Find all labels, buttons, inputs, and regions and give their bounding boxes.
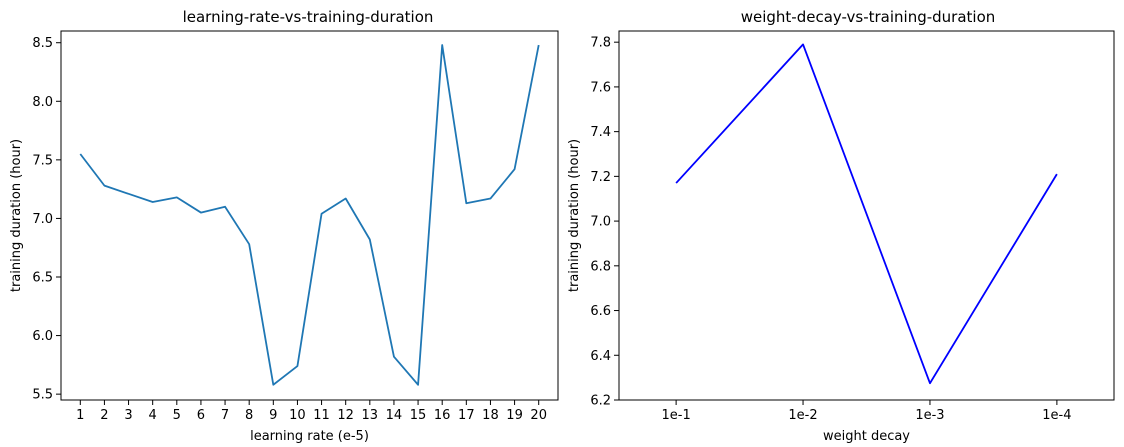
x-axis-label: weight decay	[823, 429, 910, 444]
x-axis: 1e-1 1e-2 1e-3 1e-4	[661, 400, 1072, 423]
chart-title: weight-decay-vs-training-duration	[741, 8, 996, 26]
y-axis-label: training duration (hour)	[9, 139, 24, 292]
x-axis-label: learning rate (e-5)	[250, 429, 369, 444]
x-tick-label: 1e-3	[915, 408, 944, 423]
x-tick-label: 15	[410, 408, 427, 423]
series-line	[79, 44, 540, 386]
y-tick-label: 6.8	[590, 259, 611, 274]
x-tick-label: 19	[506, 408, 523, 423]
x-tick-label: 5	[173, 408, 181, 423]
chart-title: learning-rate-vs-training-duration	[183, 8, 434, 26]
y-tick-label: 7.8	[590, 36, 611, 51]
y-tick-label: 6.2	[590, 394, 611, 409]
x-tick-label: 20	[530, 408, 547, 423]
x-tick-label: 2	[100, 408, 108, 423]
y-tick-label: 7.2	[590, 170, 611, 185]
y-tick-label: 7.5	[32, 153, 53, 168]
y-tick-label: 6.5	[32, 271, 53, 286]
x-tick-label: 9	[269, 408, 277, 423]
x-tick-label: 7	[221, 408, 229, 423]
x-tick-label: 11	[313, 408, 330, 423]
y-tick-label: 5.5	[32, 388, 53, 403]
y-tick-label: 7.6	[590, 80, 611, 95]
chart-weight-decay: weight-decay-vs-training-duration 1e-1 1e…	[567, 8, 1115, 444]
y-axis-label: training duration (hour)	[567, 139, 582, 292]
y-tick-label: 6.6	[590, 304, 611, 319]
x-tick-label: 1e-4	[1042, 408, 1071, 423]
x-tick-label: 1e-1	[661, 408, 690, 423]
x-tick-label: 16	[434, 408, 451, 423]
x-tick-label: 6	[197, 408, 205, 423]
y-tick-label: 8.0	[32, 95, 53, 110]
x-tick-label: 17	[458, 408, 475, 423]
x-tick-label: 14	[386, 408, 403, 423]
x-tick-label: 13	[362, 408, 379, 423]
plot-frame	[618, 30, 1115, 401]
x-tick-label: 18	[482, 408, 499, 423]
x-tick-label: 10	[289, 408, 306, 423]
y-tick-label: 7.0	[590, 215, 611, 230]
x-tick-label: 3	[124, 408, 132, 423]
x-axis: 1 2 3 4 5 6 7 8 9 10 11 12 13 14 15 16 17 18 19 20	[76, 400, 547, 423]
x-tick-label: 1	[76, 408, 84, 423]
y-tick-label: 7.0	[32, 212, 53, 227]
y-tick-label: 7.4	[590, 125, 611, 140]
y-tick-label: 6.0	[32, 329, 53, 344]
y-axis: 5.5 6.0 6.5 7.0 7.5 8.0 8.5	[32, 36, 61, 403]
y-axis: 6.2 6.4 6.6 6.8 7.0 7.2 7.4 7.6 7.8	[590, 36, 619, 409]
series-line	[675, 43, 1058, 385]
x-tick-label: 1e-2	[788, 408, 817, 423]
plot-frame	[60, 30, 559, 401]
y-tick-label: 6.4	[590, 349, 611, 364]
x-tick-label: 4	[149, 408, 157, 423]
y-tick-label: 8.5	[32, 36, 53, 51]
x-tick-label: 12	[337, 408, 354, 423]
x-tick-label: 8	[245, 408, 253, 423]
